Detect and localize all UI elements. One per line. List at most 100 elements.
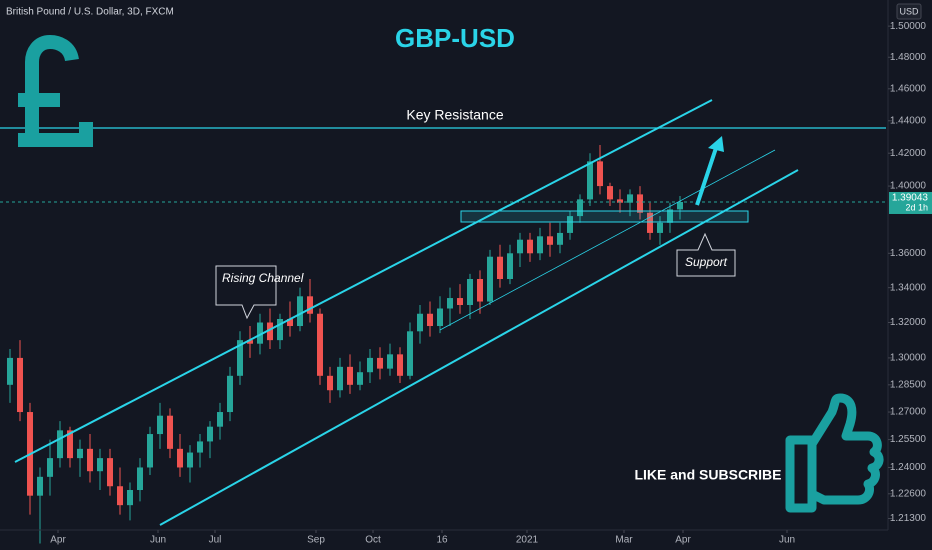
y-tick-label: 1.24000: [890, 462, 927, 473]
x-tick-label: Oct: [365, 535, 381, 546]
chart-title: GBP-USD: [395, 23, 515, 53]
candle-body: [217, 412, 223, 427]
candle-body: [197, 441, 203, 453]
x-tick-label: Jun: [150, 535, 166, 546]
candle-body: [437, 308, 443, 327]
resistance-label: Key Resistance: [406, 107, 503, 123]
x-tick-label: Apr: [50, 535, 66, 546]
x-tick-label: Jun: [779, 535, 795, 546]
candle-body: [47, 458, 53, 477]
candle-body: [647, 212, 653, 233]
candle-body: [17, 357, 23, 413]
candle-body: [617, 199, 623, 203]
candle-body: [157, 415, 163, 435]
candle-body: [527, 239, 533, 254]
candle-body: [627, 194, 633, 203]
candle-body: [607, 186, 613, 200]
candle-body: [397, 354, 403, 376]
y-tick-label: 1.28500: [890, 379, 927, 390]
y-tick-label: 1.42000: [890, 148, 927, 159]
channel-upper: [14, 99, 713, 463]
candle-body: [117, 486, 123, 506]
y-tick-label: 1.22600: [890, 488, 927, 499]
x-tick-label: 2021: [516, 535, 539, 546]
candle-body: [177, 448, 183, 468]
candle-body: [367, 357, 373, 373]
channel-label: Rising Channel: [222, 271, 304, 285]
candle-body: [547, 236, 553, 245]
candle-body: [287, 318, 293, 327]
support-zone: [460, 210, 749, 223]
y-tick-label: 1.36000: [890, 248, 927, 259]
pound-icon: [18, 34, 93, 147]
candle-body: [467, 279, 473, 306]
cta-label: LIKE and SUBSCRIBE: [634, 467, 781, 483]
candle-body: [247, 340, 253, 344]
y-tick-label: 1.27000: [890, 407, 927, 418]
price-axis: [888, 0, 932, 550]
channel-mid: [439, 149, 776, 331]
candle-body: [497, 256, 503, 280]
y-tick-label: 1.32000: [890, 317, 927, 328]
candle-body: [677, 201, 683, 210]
candle-body: [147, 434, 153, 468]
x-tick-label: Mar: [615, 535, 633, 546]
candle-body: [137, 467, 143, 491]
channel-callout: [215, 265, 277, 320]
y-tick-label: 1.34000: [890, 282, 927, 293]
candle-body: [457, 298, 463, 306]
candle-body: [597, 161, 603, 187]
last-price-tag: [889, 191, 932, 214]
y-tick-label: 1.46000: [890, 83, 927, 94]
countdown-label: 2d 1h: [905, 202, 928, 212]
candle-body: [657, 222, 663, 233]
candle-body: [477, 279, 483, 302]
candle-body: [57, 430, 63, 459]
x-tick-label: Jul: [209, 535, 222, 546]
candle-body: [227, 375, 233, 413]
x-tick-label: 16: [436, 535, 448, 546]
candle-body: [87, 448, 93, 472]
candle-body: [407, 331, 413, 376]
channel-lower: [159, 169, 799, 526]
currency-label: USD: [899, 6, 919, 16]
candle-body: [337, 366, 343, 391]
candle-body: [267, 322, 273, 341]
candle-body: [77, 448, 83, 459]
candle-body: [187, 452, 193, 468]
candle-body: [167, 415, 173, 449]
candle-body: [557, 232, 563, 245]
y-tick-label: 1.25500: [890, 434, 927, 445]
candles: [0, 145, 888, 544]
candle-body: [317, 313, 323, 376]
candle-body: [347, 366, 353, 385]
candle-body: [277, 318, 283, 341]
candle-body: [327, 375, 333, 391]
thumbs-icon: [785, 393, 884, 513]
candle-body: [667, 209, 673, 223]
y-tick-label: 1.48000: [890, 52, 927, 63]
x-tick-label: Sep: [307, 535, 325, 546]
candle-body: [127, 490, 133, 506]
support-callout: [676, 232, 736, 277]
candle-body: [507, 253, 513, 280]
candle-body: [387, 354, 393, 369]
candle-body: [567, 216, 573, 233]
y-tick-label: 1.50000: [890, 21, 927, 32]
candle-body: [377, 357, 383, 369]
candle-body: [37, 476, 43, 496]
arrow-head: [708, 136, 724, 152]
candle-body: [417, 313, 423, 332]
candle-body: [307, 296, 313, 314]
candle-body: [587, 161, 593, 200]
candle-body: [7, 357, 13, 385]
candle-body: [357, 372, 363, 385]
candle-body: [637, 194, 643, 213]
y-tick-label: 1.30000: [890, 353, 927, 364]
y-tick-label: 1.40000: [890, 181, 927, 192]
candle-body: [297, 296, 303, 327]
candle-body: [517, 239, 523, 254]
y-tick-label: 1.44000: [890, 115, 927, 126]
